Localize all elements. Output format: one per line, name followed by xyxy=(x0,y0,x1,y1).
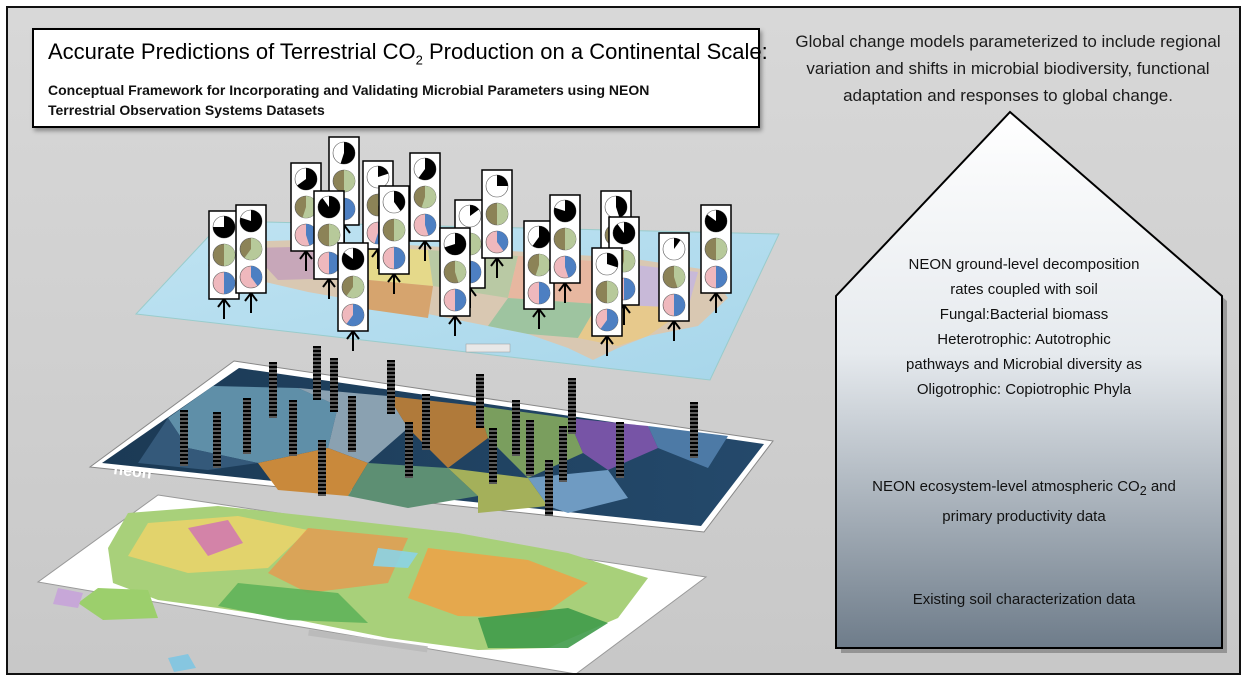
page-subtitle-line2: Terrestrial Observation Systems Datasets xyxy=(48,102,325,119)
pie-black-fraction xyxy=(212,215,236,239)
pie-pink-blue xyxy=(239,265,263,289)
connector-ladder xyxy=(313,346,321,400)
pie-pink-blue xyxy=(443,288,467,312)
house-shape xyxy=(835,110,1227,653)
site-indicator-card xyxy=(409,152,441,261)
pie-green-olive xyxy=(332,169,356,193)
pie-pink-blue xyxy=(527,281,551,305)
site-indicator-card xyxy=(313,190,345,299)
pie-black-fraction xyxy=(366,165,390,189)
connector-ladder xyxy=(289,400,297,456)
house-block-atmospheric-co2: NEON ecosystem-level atmospheric CO2 and… xyxy=(872,478,1176,525)
site-indicator-card xyxy=(658,232,690,341)
pie-black-fraction xyxy=(341,247,365,271)
pie-black-fraction xyxy=(443,232,467,256)
pie-black-fraction xyxy=(317,195,341,219)
pie-green-olive xyxy=(382,218,406,242)
site-indicator-card xyxy=(549,194,581,303)
page-title: Accurate Predictions of Terrestrial CO2 … xyxy=(48,39,768,68)
connector-ladder xyxy=(512,400,520,456)
connector-ladder xyxy=(489,428,497,484)
connector-ladder xyxy=(269,362,277,418)
pie-black-fraction xyxy=(553,199,577,223)
connector-ladder xyxy=(330,358,338,412)
pie-pink-blue xyxy=(595,308,619,332)
connector-ladder xyxy=(526,420,534,476)
page-subtitle-line1: Conceptual Framework for Incorporating a… xyxy=(48,82,650,99)
diagram-frame: neon Accurate Predictions of Terrestrial… xyxy=(6,6,1241,675)
pie-green-olive xyxy=(341,275,365,299)
pie-green-olive xyxy=(662,265,686,289)
pie-green-olive xyxy=(527,253,551,277)
pie-black-fraction xyxy=(612,221,636,245)
site-indicator-card xyxy=(481,169,513,278)
pie-pink-blue xyxy=(553,255,577,279)
pie-green-olive xyxy=(595,280,619,304)
pie-green-olive xyxy=(239,237,263,261)
connector-ladder xyxy=(318,440,326,496)
connector-ladder xyxy=(616,422,624,478)
bottom-soil-map-layer xyxy=(36,494,708,673)
top-right-description: Global change models parameterized to in… xyxy=(795,32,1221,105)
house-block-decomposition: NEON ground-level decomposition rates co… xyxy=(906,256,1142,398)
site-indicator-card xyxy=(591,247,623,356)
pie-pink-blue xyxy=(704,265,728,289)
house-block-soil-characterization: Existing soil characterization data xyxy=(912,591,1136,608)
pie-black-fraction xyxy=(413,157,437,181)
site-indicator-cards xyxy=(208,136,732,356)
pie-black-fraction xyxy=(332,141,356,165)
connector-ladder xyxy=(422,394,430,450)
connector-ladder xyxy=(180,410,188,466)
site-indicator-card xyxy=(378,185,410,294)
connector-ladder xyxy=(348,396,356,452)
connector-ladder xyxy=(213,412,221,468)
connector-ladder xyxy=(690,402,698,458)
pie-black-fraction xyxy=(485,174,509,198)
pie-pink-blue xyxy=(382,246,406,270)
pie-pink-blue xyxy=(485,230,509,254)
pie-black-fraction xyxy=(294,167,318,191)
pie-pink-blue xyxy=(662,293,686,317)
pie-pink-blue xyxy=(341,303,365,327)
pie-black-fraction xyxy=(458,204,482,228)
title-box: Accurate Predictions of Terrestrial CO2 … xyxy=(32,28,768,128)
pie-black-fraction xyxy=(239,209,263,233)
pie-black-fraction xyxy=(527,225,551,249)
pie-pink-blue xyxy=(317,251,341,275)
connector-ladder xyxy=(476,374,484,428)
connector-ladders xyxy=(180,346,698,516)
site-indicator-card xyxy=(235,204,267,313)
pie-black-fraction xyxy=(604,195,628,219)
neon-logo: neon xyxy=(113,461,153,483)
site-indicator-card xyxy=(700,204,732,313)
site-indicator-card xyxy=(337,242,369,351)
pie-green-olive xyxy=(212,243,236,267)
pie-black-fraction xyxy=(662,237,686,261)
connector-ladder xyxy=(559,426,567,482)
connector-ladder xyxy=(405,422,413,478)
pie-black-fraction xyxy=(595,252,619,276)
pie-green-olive xyxy=(553,227,577,251)
pie-green-olive xyxy=(485,202,509,226)
connector-ladder xyxy=(387,360,395,414)
pie-pink-blue xyxy=(413,213,437,237)
map-stack-illustration: neon xyxy=(36,136,780,673)
pie-green-olive xyxy=(704,237,728,261)
pie-green-olive xyxy=(443,260,467,284)
pie-green-olive xyxy=(317,223,341,247)
connector-ladder xyxy=(243,398,251,454)
connector-ladder xyxy=(568,378,576,434)
connector-ladder xyxy=(545,460,553,516)
site-indicator-card xyxy=(439,227,471,336)
pie-black-fraction xyxy=(704,209,728,233)
pie-green-olive xyxy=(413,185,437,209)
site-indicator-card xyxy=(523,220,555,329)
pie-pink-blue xyxy=(212,271,236,295)
pie-black-fraction xyxy=(382,190,406,214)
